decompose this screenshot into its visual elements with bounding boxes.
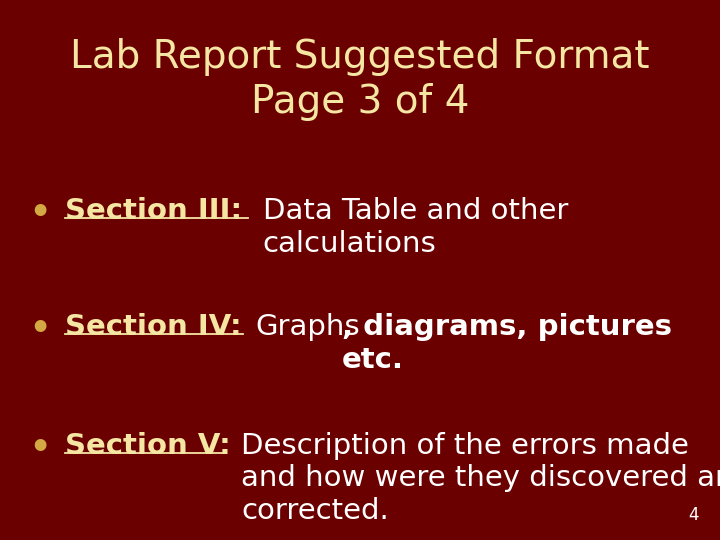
Text: Graphs: Graphs — [256, 313, 360, 341]
Text: •: • — [29, 432, 50, 465]
Text: Description of the errors made
and how were they discovered and
corrected.: Description of the errors made and how w… — [241, 432, 720, 525]
Text: Section III:: Section III: — [65, 197, 242, 225]
Text: •: • — [29, 197, 50, 230]
Text: Section V:: Section V: — [65, 432, 230, 460]
Text: Section IV:: Section IV: — [65, 313, 241, 341]
Text: 4: 4 — [688, 506, 698, 524]
Text: Data Table and other
calculations: Data Table and other calculations — [263, 197, 568, 258]
Text: •: • — [29, 313, 50, 346]
Text: Lab Report Suggested Format
Page 3 of 4: Lab Report Suggested Format Page 3 of 4 — [71, 38, 649, 122]
Text: , diagrams, pictures
etc.: , diagrams, pictures etc. — [342, 313, 672, 374]
